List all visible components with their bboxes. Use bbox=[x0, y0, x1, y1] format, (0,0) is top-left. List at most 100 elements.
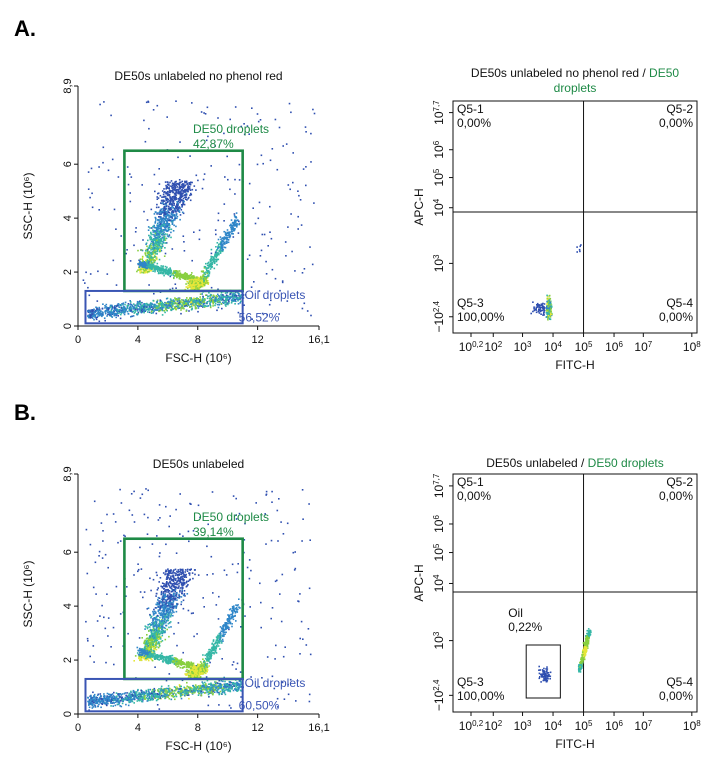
data-point bbox=[274, 118, 277, 121]
data-point bbox=[153, 292, 155, 295]
data-point bbox=[104, 305, 106, 307]
data-point bbox=[186, 273, 188, 276]
data-point bbox=[170, 215, 172, 218]
data-point bbox=[148, 264, 151, 267]
data-point bbox=[163, 309, 165, 312]
data-point bbox=[240, 681, 242, 683]
data-point bbox=[159, 216, 161, 218]
data-point bbox=[119, 696, 122, 698]
data-point bbox=[209, 299, 212, 302]
data-point bbox=[91, 700, 94, 703]
data-point bbox=[294, 270, 296, 272]
data-point bbox=[176, 271, 179, 273]
data-point bbox=[297, 600, 299, 602]
data-point bbox=[157, 243, 159, 246]
data-point bbox=[152, 266, 154, 268]
data-point bbox=[149, 303, 151, 306]
data-point bbox=[181, 186, 183, 188]
data-point bbox=[289, 188, 291, 191]
data-point bbox=[169, 267, 171, 269]
data-point bbox=[208, 300, 211, 302]
data-point bbox=[212, 573, 214, 575]
data-point bbox=[214, 252, 217, 255]
data-point bbox=[218, 295, 221, 298]
data-point bbox=[186, 280, 188, 283]
data-point bbox=[180, 603, 182, 606]
data-point bbox=[164, 308, 167, 310]
data-point bbox=[156, 269, 159, 271]
data-point bbox=[130, 691, 132, 694]
data-point bbox=[539, 306, 541, 308]
data-point bbox=[166, 306, 168, 309]
data-point bbox=[173, 224, 175, 227]
data-point bbox=[179, 201, 181, 204]
plot-title: DE50s unlabeled no phenol red / DE50 bbox=[471, 66, 679, 80]
data-point bbox=[146, 263, 149, 265]
data-point bbox=[261, 233, 264, 236]
data-point bbox=[156, 198, 159, 200]
data-point bbox=[203, 267, 206, 269]
data-point bbox=[95, 318, 98, 321]
data-point bbox=[301, 307, 304, 310]
data-point bbox=[150, 233, 152, 235]
data-point bbox=[188, 279, 191, 281]
data-point bbox=[238, 297, 241, 299]
data-point bbox=[152, 267, 155, 270]
data-point bbox=[148, 309, 150, 311]
data-point bbox=[184, 196, 186, 199]
quadrant-label-3: Q5-3 bbox=[457, 296, 484, 310]
data-point bbox=[185, 277, 187, 279]
data-point bbox=[164, 205, 167, 207]
data-point bbox=[547, 305, 550, 308]
data-point bbox=[154, 222, 156, 224]
data-point bbox=[144, 261, 146, 264]
data-point bbox=[165, 305, 167, 307]
data-point bbox=[94, 309, 97, 312]
data-point bbox=[232, 236, 235, 238]
data-point bbox=[195, 174, 198, 177]
data-point bbox=[143, 691, 145, 694]
data-point bbox=[186, 276, 188, 279]
data-point bbox=[210, 265, 212, 268]
data-point bbox=[118, 310, 121, 313]
data-point bbox=[141, 310, 143, 313]
data-point bbox=[160, 303, 162, 305]
data-point bbox=[160, 245, 163, 248]
data-point bbox=[234, 219, 236, 221]
data-point bbox=[179, 181, 181, 184]
data-point bbox=[113, 306, 116, 308]
data-point bbox=[156, 270, 159, 273]
data-point bbox=[97, 311, 100, 314]
data-point bbox=[89, 196, 91, 199]
data-point bbox=[231, 563, 234, 566]
data-point bbox=[192, 301, 195, 303]
data-point bbox=[161, 309, 164, 312]
data-point bbox=[243, 133, 246, 136]
data-point bbox=[218, 297, 220, 300]
data-point bbox=[549, 312, 551, 314]
data-point bbox=[196, 285, 199, 287]
de50-gate-percent: 42,87% bbox=[193, 137, 234, 151]
data-point bbox=[147, 229, 150, 231]
data-point bbox=[163, 236, 165, 238]
quadrant-percent-4: 0,00% bbox=[659, 310, 693, 324]
data-point bbox=[143, 591, 146, 593]
data-point bbox=[117, 315, 119, 317]
data-point bbox=[549, 318, 552, 321]
data-point bbox=[188, 186, 191, 188]
data-point bbox=[124, 309, 127, 311]
data-point bbox=[161, 236, 164, 239]
data-point bbox=[113, 702, 115, 704]
data-point bbox=[217, 117, 219, 119]
data-point bbox=[94, 697, 96, 699]
data-point bbox=[159, 300, 162, 303]
data-point bbox=[542, 305, 545, 308]
data-point bbox=[224, 231, 227, 234]
data-point bbox=[190, 274, 192, 276]
y-tick-exponent: 3 bbox=[432, 254, 441, 259]
data-point bbox=[199, 296, 201, 298]
data-point bbox=[214, 681, 216, 683]
data-point bbox=[163, 207, 165, 209]
data-point bbox=[285, 143, 288, 145]
data-point bbox=[89, 317, 92, 319]
